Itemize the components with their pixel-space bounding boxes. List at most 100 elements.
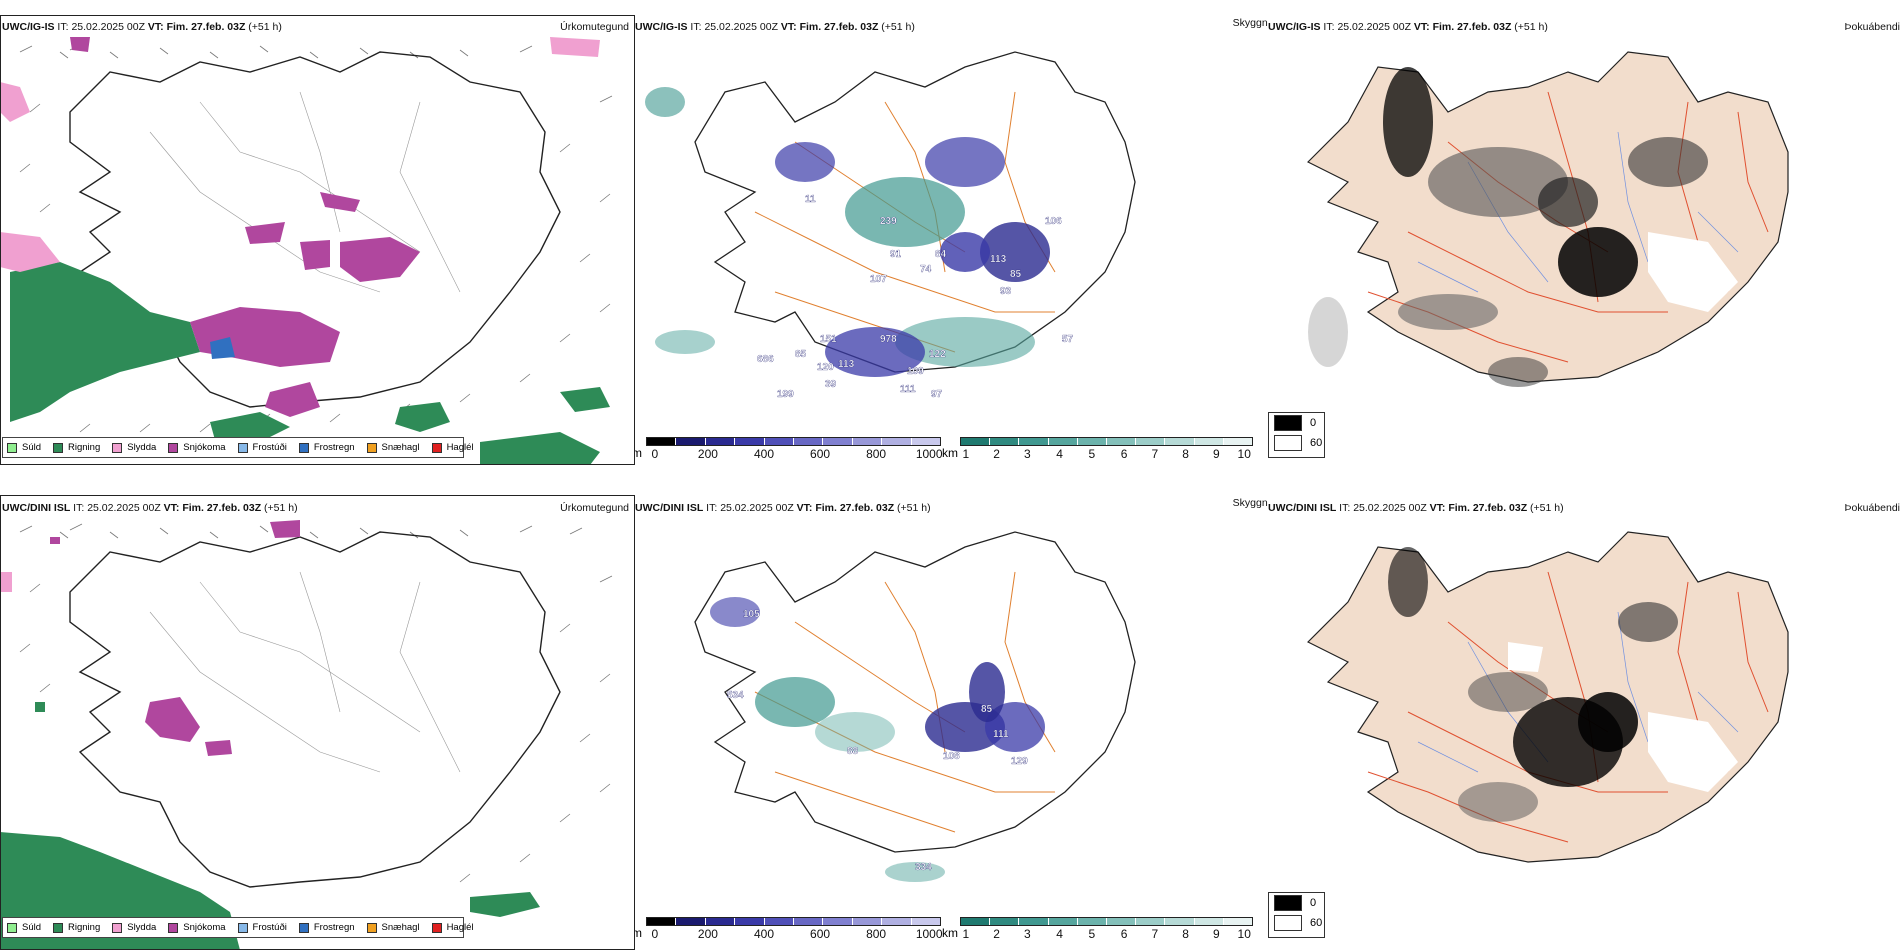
fog-map-top (1306, 51, 1789, 387)
cloudbase-map-bottom: 105 85 111 129 88 108 534 334 (694, 531, 1136, 882)
cloud-label: 534 (727, 690, 744, 701)
vt-value: Fim. 27.feb. 03Z (166, 21, 246, 33)
colorbar-unit: m (635, 446, 642, 460)
vt-label: VT: (796, 502, 813, 514)
cloud-label: 108 (943, 751, 960, 762)
cover-legend-item: 0 (1269, 893, 1324, 913)
cloud-label: 151 (820, 334, 837, 345)
legend-item: Súld (7, 442, 41, 453)
colorbar-tick: 4 (1056, 447, 1063, 461)
colorbar-unit: m (635, 926, 642, 940)
precip-legend: Súld Rigning Slydda Snjókoma Frostúði Fr… (2, 437, 474, 458)
colorbar-m-bar (646, 917, 941, 926)
colorbar-tick: 8 (1182, 927, 1189, 941)
legend-item: Frostregn (298, 442, 355, 453)
iceland-land-bottom-right (1306, 531, 1789, 863)
colorbar-tick: 3 (1024, 927, 1031, 941)
variable-name: Úrkomutegund (560, 502, 629, 514)
colorbar-tick: 2 (993, 447, 1000, 461)
it-value: 25.02.2025 00Z (71, 21, 145, 33)
precip-map-top (0, 37, 613, 465)
precip-map-bottom (0, 520, 613, 950)
it-value: 25.02.2025 00Z (704, 21, 778, 33)
cloud-label: 978 (880, 334, 897, 345)
vt-label: VT: (163, 502, 180, 514)
colorbar-tick: 9 (1213, 927, 1220, 941)
vt-label: VT: (147, 21, 164, 33)
colorbar-tick: 6 (1120, 447, 1128, 461)
cover-legend-item: 0 (1269, 413, 1324, 433)
model-name: UWC/DINI ISL (635, 502, 704, 514)
colorbar-tick: 600 (810, 447, 831, 461)
colorbar-unit: km (942, 446, 958, 460)
it-label: IT: (73, 502, 85, 514)
cover-legend: 0 60 (1268, 412, 1325, 458)
legend-item: Snjókoma (168, 922, 226, 933)
cloud-label: 57 (1062, 334, 1074, 345)
colorbar-tick: 7 (1151, 927, 1159, 941)
vt-value: Fim. 27.feb. 03Z (1432, 21, 1512, 33)
it-value: 25.02.2025 00Z (720, 502, 794, 514)
legend-item: Frostregn (298, 922, 355, 933)
cloud-label: 113 (838, 359, 855, 370)
colorbar-tick: 10 (1237, 447, 1251, 461)
legend-item: Frostúði (237, 442, 287, 453)
cloud-label: 686 (757, 354, 774, 365)
panel-header: UWC/IG-IS IT: 25.02.2025 00Z VT: Fim. 27… (1268, 21, 1548, 33)
colorbar-m-bar (646, 437, 941, 446)
colorbar-km: km 1 2 3 4 5 6 7 8 9 10 (942, 917, 1253, 941)
cloud-label: 84 (935, 249, 947, 260)
colorbar-unit: km (942, 926, 958, 940)
panel-header: UWC/DINI ISL IT: 25.02.2025 00Z VT: Fim.… (1268, 502, 1564, 514)
colorbar-tick: 0 (651, 927, 659, 941)
colorbar-tick: 1 (962, 927, 970, 941)
cloud-label: 111 (993, 729, 1009, 740)
lead-time: (+51 h) (1514, 21, 1548, 33)
colorbar-tick: 2 (993, 927, 1000, 941)
colorbar-km: km 1 2 3 4 5 6 7 8 9 10 (942, 437, 1253, 461)
lead-time: (+51 h) (1530, 502, 1564, 514)
cloud-label: 85 (981, 704, 993, 715)
panel-cloudbase-bottom: 105 85 111 129 88 108 534 334 UWC/DINI I… (635, 492, 1270, 950)
panel-header: UWC/IG-IS IT: 25.02.2025 00Z VT: Fim. 27… (635, 21, 915, 33)
vt-label: VT: (1429, 502, 1446, 514)
panel-header: UWC/DINI ISL IT: 25.02.2025 00Z VT: Fim.… (2, 502, 298, 514)
cloud-shading-top (645, 87, 1050, 377)
colorbar-tick: 8 (1182, 447, 1189, 461)
cloud-label: 105 (743, 609, 760, 620)
cloud-label: 93 (1000, 286, 1012, 297)
iceland-coast-bottom-left (69, 531, 561, 888)
legend-item: Haglél (431, 922, 474, 933)
panel-fog-bottom: UWC/DINI ISL IT: 25.02.2025 00Z VT: Fim.… (1268, 492, 1900, 950)
iceland-coast-bottom-mid (694, 531, 1136, 853)
legend-item: Snæhagl (366, 922, 420, 933)
it-label: IT: (706, 502, 718, 514)
legend-item: Rigning (53, 442, 100, 453)
cloud-label: 107 (870, 274, 887, 285)
colorbar-tick: 200 (697, 927, 718, 941)
colorbar-tick: 4 (1056, 927, 1063, 941)
variable-name: Þokuábendi (1844, 502, 1900, 514)
colorbar-m: m 0 200 400 600 800 1000 (635, 437, 943, 461)
cloud-label: 74 (920, 264, 932, 275)
it-value: 25.02.2025 00Z (87, 502, 161, 514)
precip-areas-top (0, 37, 610, 465)
cloud-label: 122 (929, 349, 946, 360)
cloud-label: 97 (931, 389, 943, 400)
cover-legend-item: 60 (1269, 433, 1324, 453)
model-name: UWC/IG-IS (1268, 21, 1321, 33)
cloud-label: 113 (990, 254, 1007, 265)
lead-time: (+51 h) (897, 502, 931, 514)
legend-item: Súld (7, 922, 41, 933)
cloud-label: 106 (1045, 216, 1062, 227)
panel-precip-top: UWC/IG-IS IT: 25.02.2025 00Z VT: Fim. 27… (0, 12, 635, 465)
colorbar-km-bar (960, 437, 1253, 446)
it-value: 25.02.2025 00Z (1337, 21, 1411, 33)
colorbar-tick: 9 (1213, 447, 1220, 461)
panel-fog-top: UWC/IG-IS IT: 25.02.2025 00Z VT: Fim. 27… (1268, 12, 1900, 465)
cloud-label: 85 (1010, 269, 1022, 280)
model-name: UWC/DINI ISL (2, 502, 71, 514)
variable-name: Skyggni (1232, 17, 1270, 29)
legend-item: Slydda (112, 922, 156, 933)
variable-name: Þokuábendi (1844, 21, 1900, 33)
